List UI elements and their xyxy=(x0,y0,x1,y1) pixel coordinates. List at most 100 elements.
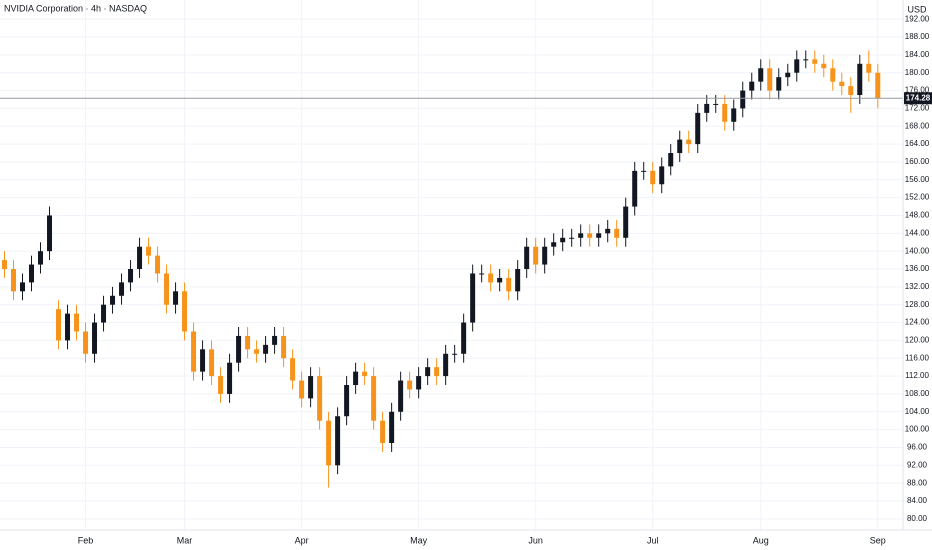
candle-body xyxy=(740,90,746,109)
y-tick-label: 124.00 xyxy=(905,318,930,327)
x-tick-label: Jun xyxy=(528,535,543,545)
candle-body xyxy=(830,68,836,82)
y-tick-label: 140.00 xyxy=(905,246,930,255)
y-tick-label: 104.00 xyxy=(905,407,930,416)
candle-body xyxy=(353,371,359,386)
candle-body xyxy=(803,59,809,61)
candle-body xyxy=(254,349,260,354)
candle-body xyxy=(578,233,584,238)
y-tick-label: 180.00 xyxy=(905,68,930,77)
y-tick-label: 168.00 xyxy=(905,121,930,130)
candle-body xyxy=(677,139,683,154)
candle-body xyxy=(146,246,152,256)
candle-body xyxy=(236,335,242,363)
candle-body xyxy=(371,376,377,421)
candle-body xyxy=(182,291,188,332)
candle-body xyxy=(533,246,539,265)
candle-body xyxy=(470,273,476,323)
y-tick-label: 144.00 xyxy=(905,228,930,237)
candle-body xyxy=(128,269,134,283)
candle-body xyxy=(722,103,728,122)
candle-body xyxy=(227,362,233,394)
x-tick-label: Mar xyxy=(177,535,193,545)
candle-body xyxy=(866,63,872,73)
y-tick-label: 96.00 xyxy=(907,443,928,452)
candle-body xyxy=(596,233,602,238)
candle-body xyxy=(443,353,449,377)
candle-body xyxy=(713,103,719,105)
y-tick-label: 120.00 xyxy=(905,336,930,345)
candle-body xyxy=(56,309,62,341)
candle-body xyxy=(335,416,341,466)
y-tick-label: 88.00 xyxy=(907,478,928,487)
candle-body xyxy=(92,322,98,354)
candle-body xyxy=(731,108,737,122)
candle-body xyxy=(155,255,161,274)
y-tick-label: 100.00 xyxy=(905,425,930,434)
candle-body xyxy=(686,139,692,145)
candle-body xyxy=(434,367,440,377)
candle-body xyxy=(38,251,44,265)
candle-body xyxy=(218,376,224,394)
candle-body xyxy=(389,411,395,444)
candles xyxy=(0,50,903,488)
candle-body xyxy=(857,63,863,96)
candle-body xyxy=(839,81,845,87)
candle-body xyxy=(164,273,170,305)
y-tick-label: 108.00 xyxy=(905,389,930,398)
candle-body xyxy=(20,282,26,292)
candle-body xyxy=(263,344,269,354)
candle-body xyxy=(668,153,674,167)
y-tick-label: 188.00 xyxy=(905,32,930,41)
candle-body xyxy=(479,273,485,275)
y-tick-label: 164.00 xyxy=(905,139,930,148)
candle-body xyxy=(875,72,881,99)
x-tick-label: May xyxy=(410,535,428,545)
last-price-box xyxy=(904,92,932,105)
y-tick-label: 136.00 xyxy=(905,264,930,273)
candle-body xyxy=(119,282,125,296)
candle-body xyxy=(2,260,8,270)
x-tick-label: Aug xyxy=(753,535,769,545)
candle-body xyxy=(11,269,17,292)
x-tick-label: Sep xyxy=(870,535,886,545)
candle-body xyxy=(326,420,332,466)
x-tick-label: Apr xyxy=(295,535,309,545)
y-tick-label: 184.00 xyxy=(905,50,930,59)
candle-body xyxy=(416,376,422,390)
candle-body xyxy=(47,215,53,252)
candle-body xyxy=(758,68,764,82)
chart-title: NVIDIA Corporation · 4h · NASDAQ xyxy=(4,3,147,13)
candle-body xyxy=(632,170,638,207)
y-tick-label: 112.00 xyxy=(905,371,929,380)
candle-body xyxy=(794,59,800,73)
candle-body xyxy=(209,349,215,377)
candle-body xyxy=(110,295,116,305)
x-tick-label: Jul xyxy=(647,535,659,545)
y-tick-label: 156.00 xyxy=(905,175,930,184)
candle-body xyxy=(560,237,566,243)
candle-body xyxy=(524,246,530,270)
y-tick-label: 128.00 xyxy=(905,300,930,309)
candle-body xyxy=(281,335,287,359)
y-tick-label: 172.00 xyxy=(905,104,930,113)
candle-body xyxy=(380,420,386,444)
y-tick-label: 80.00 xyxy=(907,514,928,523)
candle-body xyxy=(515,269,521,292)
candle-body xyxy=(749,81,755,91)
currency-label: USD xyxy=(907,4,927,14)
candle-body xyxy=(317,376,323,421)
y-tick-label: 152.00 xyxy=(905,193,930,202)
candle-body xyxy=(848,86,854,96)
candle-body xyxy=(542,246,548,265)
candle-body xyxy=(704,103,710,113)
candle-body xyxy=(344,385,350,417)
candle-body xyxy=(587,233,593,238)
candle-body xyxy=(74,313,80,332)
candle-body xyxy=(695,112,701,145)
candle-body xyxy=(425,367,431,377)
candle-body xyxy=(191,331,197,372)
candle-body xyxy=(776,77,782,91)
candle-body xyxy=(767,68,773,91)
